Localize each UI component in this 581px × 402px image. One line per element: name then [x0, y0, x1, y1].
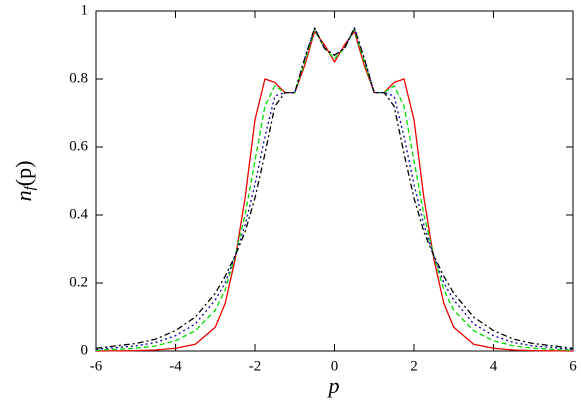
x-tick-label: 0 — [331, 358, 339, 374]
y-tick-label: 0 — [81, 342, 89, 358]
y-tick-label: 0.4 — [69, 206, 88, 222]
y-label-main: n — [11, 190, 36, 201]
x-tick-label: -2 — [249, 358, 262, 374]
y-label-sub: f — [22, 184, 38, 190]
x-tick-label: 4 — [490, 358, 498, 374]
series-line — [95, 30, 574, 352]
y-tick-label: 0.2 — [69, 274, 88, 290]
x-tick-label: -6 — [90, 358, 103, 374]
series-line — [95, 27, 574, 349]
y-tick-label: 1 — [81, 2, 89, 18]
series-line — [95, 29, 574, 351]
y-tick-label: 0.6 — [69, 138, 88, 154]
x-tick-label: -4 — [169, 358, 182, 374]
y-label-rest: (p) — [11, 161, 36, 187]
x-tick-label: 2 — [410, 358, 418, 374]
y-tick-label: 0.8 — [69, 70, 88, 86]
series-line — [95, 27, 574, 350]
x-axis-label: p — [327, 373, 340, 398]
y-axis-label: nf(p) — [11, 161, 38, 202]
x-tick-label: 6 — [569, 358, 577, 374]
